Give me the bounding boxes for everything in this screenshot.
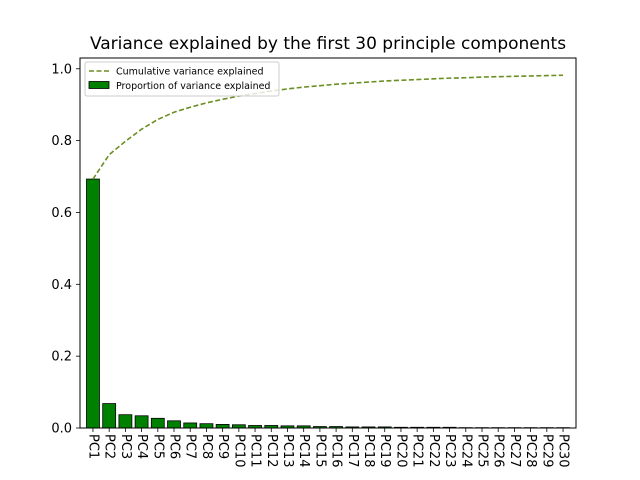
bar-pc1 (86, 178, 100, 429)
x-tick-label: PC1 (85, 434, 100, 459)
x-tick-label: PC2 (102, 434, 117, 459)
x-tick-label: PC19 (377, 434, 392, 467)
y-tick-label: 0.8 (51, 134, 72, 149)
y-tick-label: 0.2 (51, 350, 72, 365)
x-axis: PC1 PC2 PC3 PC4 PC5 PC6 PC7 PC8 PC9 PC10 PC11 PC12 P… (85, 428, 571, 467)
y-axis: 0.0 0.2 0.4 0.6 0.8 1.0 (51, 62, 80, 437)
y-tick-label: 1.0 (51, 62, 72, 77)
legend: Cumulative variance explained Proportion… (84, 61, 280, 97)
bar-pc7 (183, 422, 198, 429)
x-tick-label: PC7 (183, 434, 198, 459)
x-tick-label: PC3 (118, 434, 133, 459)
x-tick-label: PC13 (280, 434, 295, 467)
axes-frame (79, 57, 577, 429)
y-tick-label: 0.4 (51, 278, 72, 293)
bar-pc5 (150, 417, 165, 429)
bar-pc8 (199, 423, 214, 429)
bar-pc6 (167, 420, 181, 429)
legend-proportion-label: Proportion of variance explained (116, 81, 270, 92)
x-tick-label: PC22 (426, 434, 441, 467)
x-tick-label: PC11 (248, 434, 263, 467)
y-tick-label: 0.0 (51, 422, 72, 437)
bar-pc4 (134, 415, 149, 429)
x-tick-label: PC9 (215, 434, 230, 459)
chart-title: Variance explained by the first 30 princ… (90, 34, 566, 54)
x-tick-label: PC4 (134, 434, 149, 459)
x-tick-label: PC30 (556, 434, 571, 467)
legend-cumulative-label: Cumulative variance explained (116, 67, 264, 78)
x-tick-label: PC23 (442, 434, 457, 467)
x-tick-label: PC18 (361, 434, 376, 467)
x-tick-label: PC20 (393, 434, 408, 467)
legend-proportion-swatch (88, 81, 110, 89)
bars-layer (86, 178, 570, 429)
bar-pc2 (102, 403, 117, 429)
x-tick-label: PC6 (167, 434, 182, 459)
x-tick-label: PC10 (231, 434, 246, 467)
bar-pc9 (215, 424, 230, 429)
x-tick-label: PC17 (345, 434, 360, 467)
cumulative-line-layer (92, 74, 564, 180)
cumulative-variance-line (92, 74, 564, 180)
x-tick-label: PC25 (474, 434, 489, 467)
x-tick-label: PC16 (329, 434, 344, 467)
x-tick-label: PC14 (296, 434, 311, 467)
x-tick-label: PC24 (458, 434, 473, 467)
y-tick-label: 0.6 (51, 206, 72, 221)
x-tick-label: PC15 (312, 434, 327, 467)
x-tick-label: PC12 (264, 434, 279, 467)
x-tick-label: PC21 (410, 434, 425, 467)
x-tick-label: PC26 (491, 434, 506, 467)
x-tick-label: PC28 (523, 434, 538, 467)
bar-pc3 (118, 414, 133, 429)
x-tick-label: PC27 (507, 434, 522, 467)
x-tick-label: PC5 (150, 434, 165, 459)
x-tick-label: PC8 (199, 434, 214, 459)
x-tick-label: PC29 (539, 434, 554, 467)
legend-frame (84, 61, 280, 97)
